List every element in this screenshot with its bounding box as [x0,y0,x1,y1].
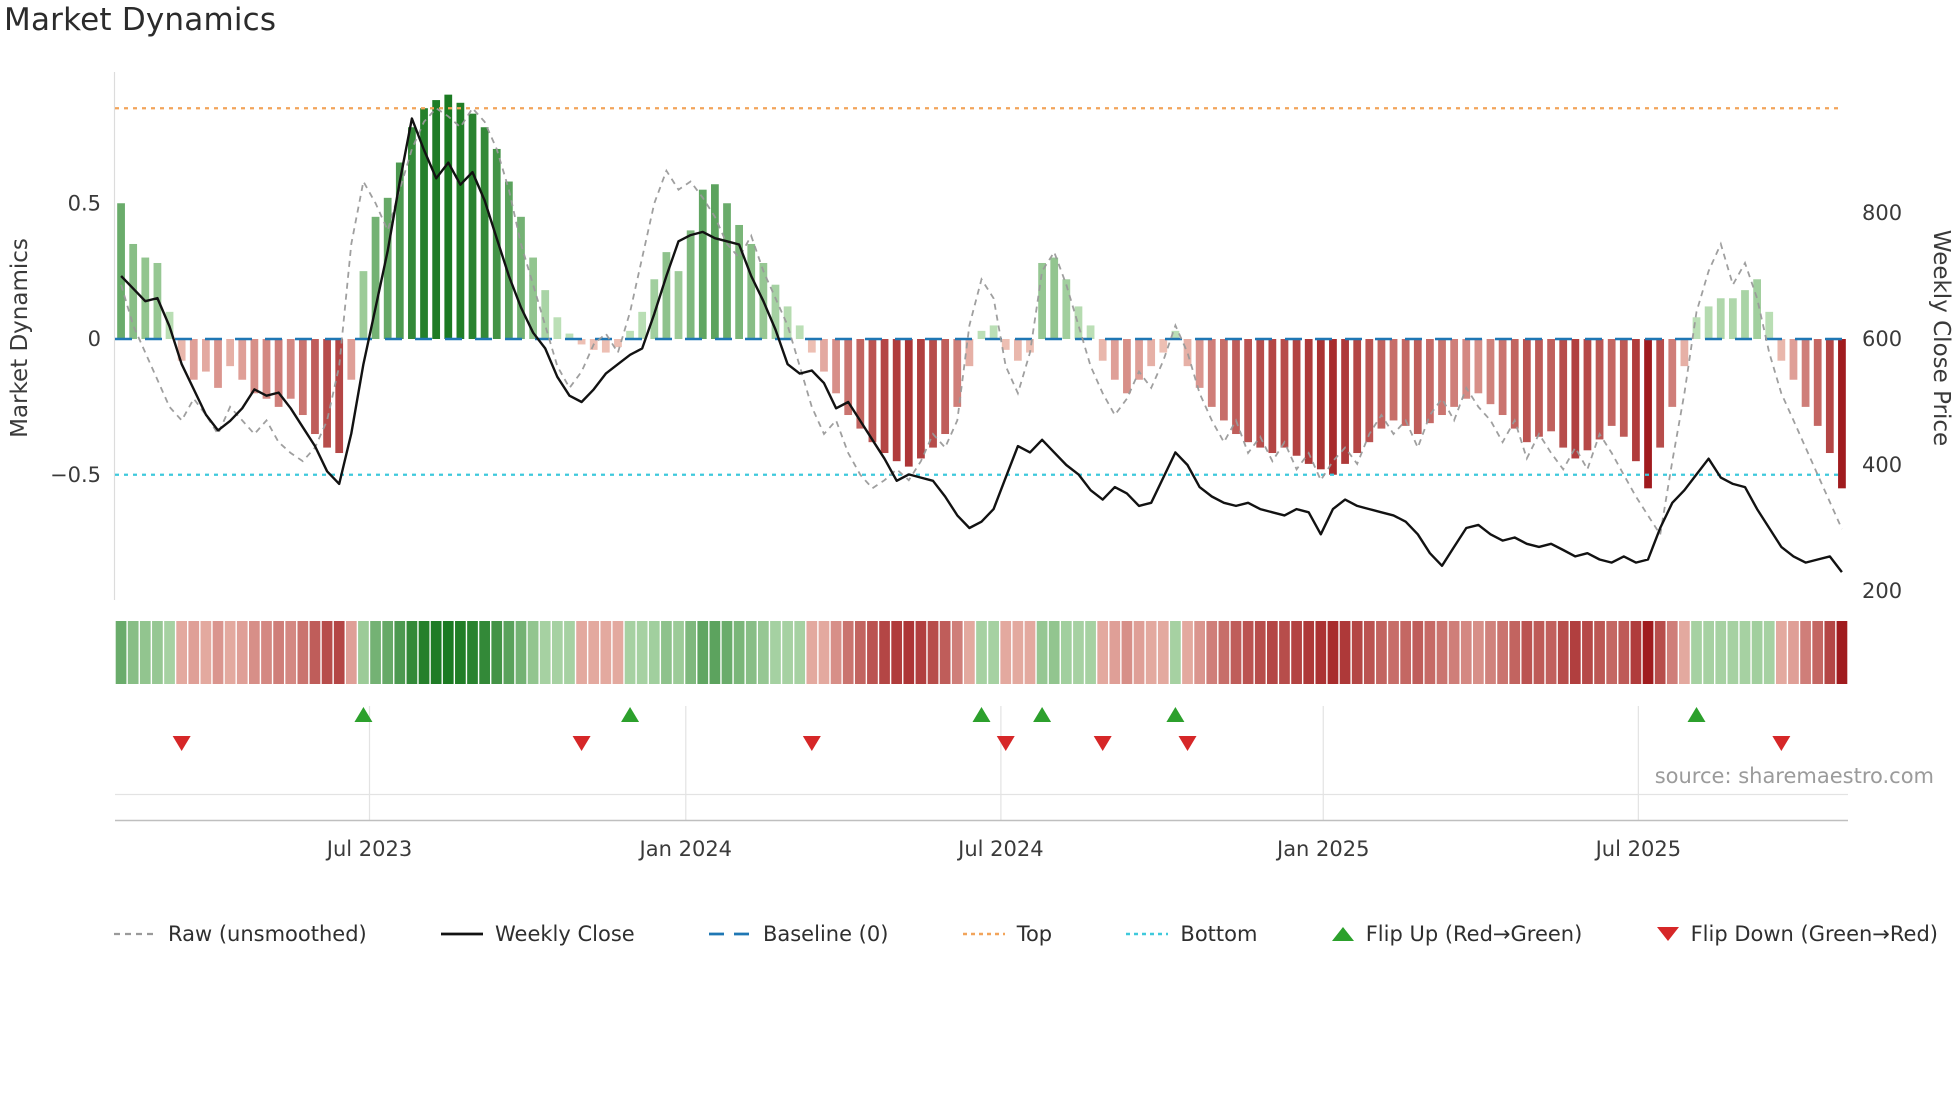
legend-item-flip-up: Flip Up (Red→Green) [1330,922,1583,946]
legend-label-flip-down: Flip Down (Green→Red) [1690,922,1938,946]
legend-item-raw: Raw (unsmoothed) [112,922,367,946]
legend-label-flip-up: Flip Up (Red→Green) [1365,922,1583,946]
right-tick-label: 800 [1862,201,1902,225]
flip-up-marker [1687,707,1706,722]
legend-item-top: Top [961,922,1052,946]
legend-label-raw: Raw (unsmoothed) [168,922,367,946]
weekly-close-line-icon [441,932,484,936]
left-tick-label: −0.5 [50,463,101,487]
marker-grid [115,706,1848,822]
flip-up-triangle-icon [1331,927,1354,941]
legend-label-baseline: Baseline (0) [762,922,889,946]
legend-label-weekly-close: Weekly Close [495,922,635,946]
raw-series [120,106,1843,537]
raw-line [120,106,1843,537]
flip-down-marker [802,736,821,751]
left-tick-label: 0 [88,327,101,351]
x-tick-label: Jul 2025 [1594,837,1681,861]
flip-up-marker [1166,707,1185,722]
close-series [120,117,1843,573]
flip-down-marker [1772,736,1791,751]
x-tick-label: Jul 2024 [956,837,1043,861]
source-text: source: sharemaestro.com [1654,764,1934,788]
right-tick-label: 600 [1862,327,1902,351]
heatmap-strip [115,621,1848,684]
page-title: Market Dynamics [4,2,277,38]
x-tick-label: Jan 2025 [1275,837,1370,861]
legend: Raw (unsmoothed) Weekly Close Baseline (… [112,922,1938,946]
flip-up-marker [972,707,991,722]
flip-down-marker [172,736,191,751]
bottom-line-icon [1126,932,1169,936]
right-tick-label: 400 [1862,453,1902,477]
legend-label-bottom: Bottom [1180,922,1258,946]
legend-item-bottom: Bottom [1124,922,1257,946]
legend-label-top: Top [1016,922,1053,946]
legend-item-weekly-close: Weekly Close [439,922,635,946]
x-tick-label: Jul 2023 [325,837,412,861]
x-tick-label: Jan 2024 [638,837,733,861]
oscillator-bars [117,94,1846,489]
top-line-icon [962,932,1005,936]
weekly-close-line [120,117,1843,573]
flip-down-marker [1093,736,1112,751]
reference-lines [115,107,1848,476]
legend-item-baseline: Baseline (0) [707,922,888,946]
flip-up-marker [621,707,640,722]
flip-down-marker [996,736,1015,751]
flip-down-triangle-icon [1656,927,1679,941]
right-tick-label: 200 [1862,579,1902,603]
market-dynamics-chart: 0.5 0 −0.5 800 600 400 200 Jul 2023 Jan 2024 Jul … [50,72,1902,861]
flip-up-marker [1033,707,1052,722]
left-tick-label: 0.5 [68,191,101,215]
raw-line-icon [114,932,156,936]
legend-item-flip-down: Flip Down (Green→Red) [1655,922,1938,946]
baseline-line-icon [708,932,751,936]
flip-down-marker [1178,736,1197,751]
axis-ticks: 0.5 0 −0.5 800 600 400 200 Jul 2023 Jan 2024 Jul … [50,191,1902,861]
flip-markers [172,707,1791,751]
flip-down-marker [572,736,591,751]
flip-up-marker [354,707,373,722]
